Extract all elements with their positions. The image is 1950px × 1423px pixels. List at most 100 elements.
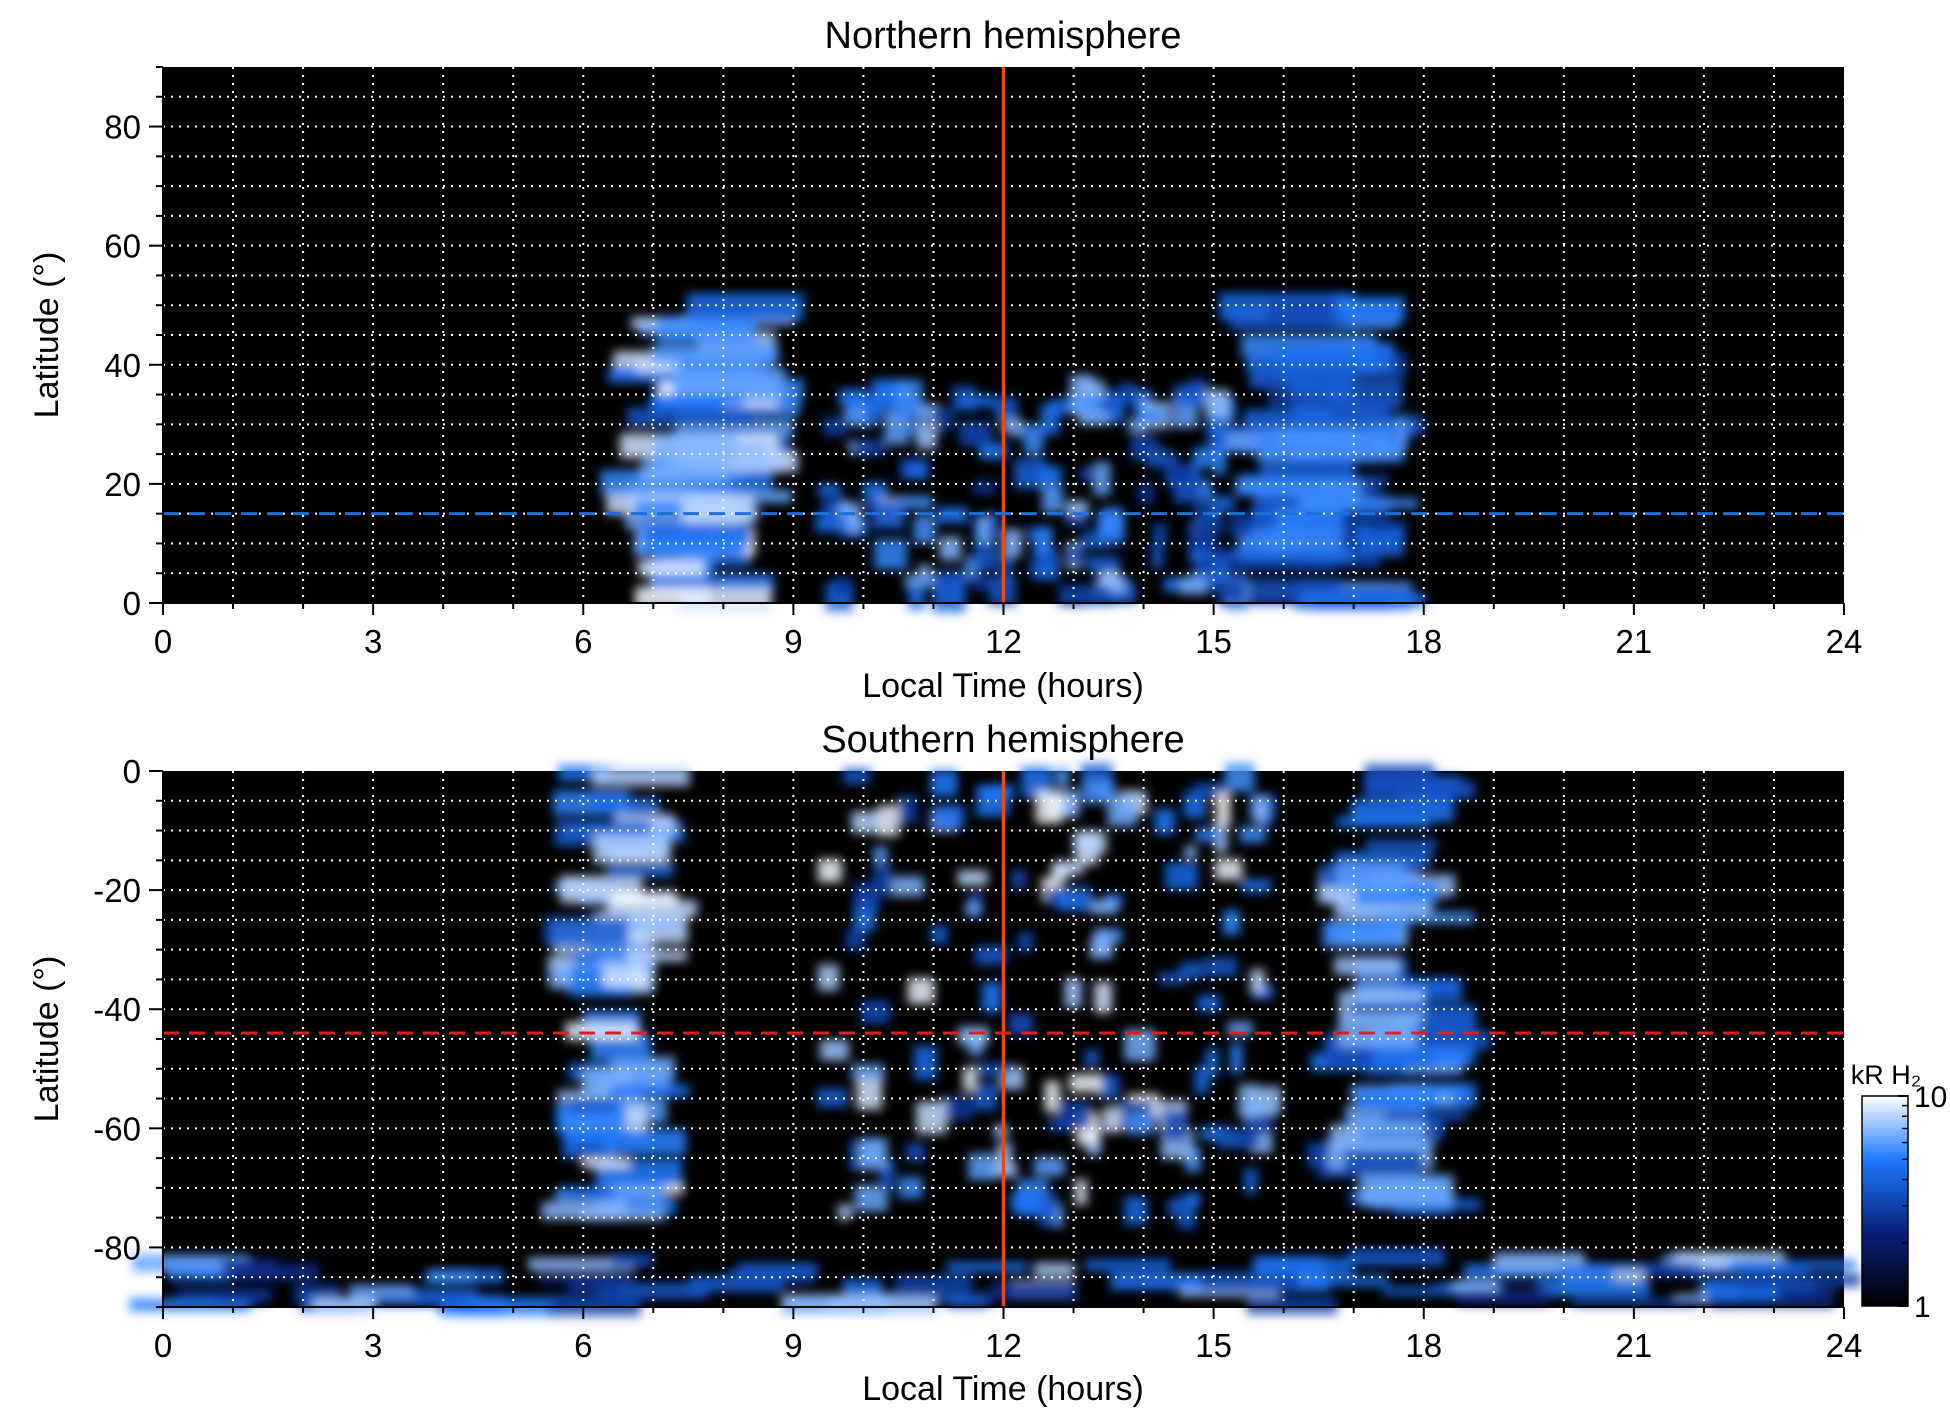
north-emission-2-cell — [874, 539, 908, 570]
north-x-tick-label: 0 — [154, 623, 172, 660]
colorbar-ticks: 1 10 — [1898, 1081, 1947, 1324]
south-emission-2-cell — [1069, 1074, 1103, 1093]
north-emission-2-cell — [900, 495, 933, 509]
south-emission-2-cell — [1250, 969, 1265, 993]
south-x-tick-label: 15 — [1195, 1327, 1232, 1364]
south-emission-2-cell — [1017, 932, 1034, 952]
north-emission-2-cell — [913, 515, 936, 544]
north-emission-2-cell — [1119, 382, 1137, 406]
south-emission-2-cell — [1064, 790, 1080, 818]
north-emission-2-cell — [1217, 580, 1246, 605]
north-y-tick-label: 20 — [104, 466, 141, 503]
south-emission-2-cell — [851, 1063, 885, 1081]
north-emission-1-cell — [1266, 298, 1350, 328]
south-emission-2-cell — [973, 1083, 998, 1111]
south-emission-3-cell — [1673, 1294, 1738, 1304]
north-emission-2-cell — [904, 463, 928, 480]
south-emission-3-cell — [1085, 1258, 1171, 1272]
south-emission-2-cell — [837, 1204, 853, 1220]
north-emission-1-cell — [1301, 498, 1419, 509]
south-emission-2-cell — [1253, 796, 1268, 822]
colorbar-gradient — [1861, 1095, 1909, 1307]
north-emission-0-cell — [692, 471, 773, 482]
north-emission-2-cell — [1192, 447, 1215, 468]
south-y-tick-label: -60 — [93, 1110, 141, 1147]
south-emission-2-cell — [1230, 1043, 1243, 1074]
south-emission-2-cell — [846, 930, 866, 951]
north-title: Northern hemisphere — [825, 15, 1182, 57]
north-emission-0-cell — [682, 495, 754, 524]
north-emission-2-cell — [1213, 444, 1227, 476]
north-emission-2-cell — [1194, 559, 1216, 576]
south-emission-2-cell — [1205, 1048, 1219, 1077]
south-emission-3-cell — [946, 1292, 990, 1308]
north-x-tick-label: 3 — [364, 623, 382, 660]
north-emission-2-cell — [884, 412, 909, 445]
south-emission-2-cell — [905, 1143, 926, 1162]
north-emission-2-cell — [814, 514, 849, 533]
south-emission-1-cell — [1334, 956, 1401, 976]
north-emission-2-cell — [1163, 577, 1185, 592]
north-xlabel: Local Time (hours) — [862, 667, 1144, 705]
south-x-tick-label: 24 — [1826, 1327, 1863, 1364]
south-emission-2-cell — [957, 1026, 990, 1045]
north-emission-2-cell — [1024, 424, 1044, 456]
north-emission-1-cell — [1303, 593, 1426, 607]
south-emission-2-cell — [1183, 791, 1206, 819]
north-y-tick-label: 60 — [104, 228, 141, 265]
south-emission-2-cell — [1093, 928, 1108, 959]
north-emission-2-cell — [835, 576, 850, 595]
north-emission-2-cell — [1034, 526, 1053, 556]
south-emission-1-cell — [1350, 799, 1455, 822]
south-emission-3-cell — [1304, 1275, 1389, 1287]
north-x-tick-label: 18 — [1405, 623, 1442, 660]
south-y-tick-label: -20 — [93, 872, 141, 909]
north-emission-2-cell — [1093, 461, 1111, 496]
south-emission-3-cell — [1348, 1248, 1446, 1267]
south-emission-2-cell — [817, 964, 839, 991]
north-emission-2-cell — [1130, 435, 1157, 461]
south-emission-2-cell — [1008, 1013, 1033, 1035]
north-emission-2-cell — [916, 423, 937, 450]
south-emission-1-cell — [1366, 839, 1437, 851]
north-emission-0-cell — [607, 372, 722, 383]
north-emission-2-cell — [973, 544, 998, 570]
north-emission-2-cell — [1137, 409, 1165, 423]
north-emission-0-cell — [701, 481, 773, 493]
north-emission-2-cell — [822, 490, 837, 511]
south-emission-2-cell — [1165, 862, 1199, 890]
south-emission-0-cell — [611, 892, 678, 906]
south-ylabel: Latitude (°) — [28, 956, 66, 1123]
north-x-tick-label: 6 — [574, 623, 592, 660]
north-x-tick-label: 24 — [1826, 623, 1863, 660]
south-y-tick-label: -40 — [93, 991, 141, 1028]
north-emission-2-cell — [1078, 412, 1109, 425]
south-emission-2-cell — [930, 924, 948, 944]
north-x-tick-label: 12 — [985, 623, 1022, 660]
south-emission-1-cell — [1325, 920, 1406, 932]
north-emission-0-cell — [686, 293, 804, 321]
south-title: Southern hemisphere — [821, 719, 1184, 761]
south-emission-2-cell — [1044, 1081, 1061, 1113]
south-emission-2-cell — [1243, 1167, 1259, 1194]
south-emission-2-cell — [817, 859, 842, 883]
north-emission-2-cell — [1001, 418, 1024, 434]
south-emission-2-cell — [1239, 825, 1266, 843]
colorbar-tick-label: 10 — [1914, 1081, 1947, 1114]
south-emission-1-cell — [1359, 1174, 1454, 1207]
north-emission-2-cell — [934, 570, 965, 598]
south-emission-2-cell — [1224, 763, 1255, 792]
south-emission-2-cell — [1197, 994, 1221, 1013]
north-y-tick-label: 40 — [104, 347, 141, 384]
south-emission-3-cell — [946, 1261, 1027, 1273]
north-emission-0-cell — [657, 316, 757, 344]
north-emission-2-cell — [1068, 394, 1101, 412]
panel-north: Northern hemisphere 0 3 6 9 12 15 18 21 24 0 20 40 6… — [28, 15, 1862, 705]
north-emission-2-cell — [1150, 545, 1164, 569]
south-xlabel: Local Time (hours) — [862, 1370, 1144, 1408]
south-emission-2-cell — [1034, 1156, 1065, 1176]
south-emission-2-cell — [1080, 763, 1113, 782]
south-emission-3-cell — [1729, 1259, 1856, 1270]
south-emission-0-cell — [619, 913, 681, 932]
